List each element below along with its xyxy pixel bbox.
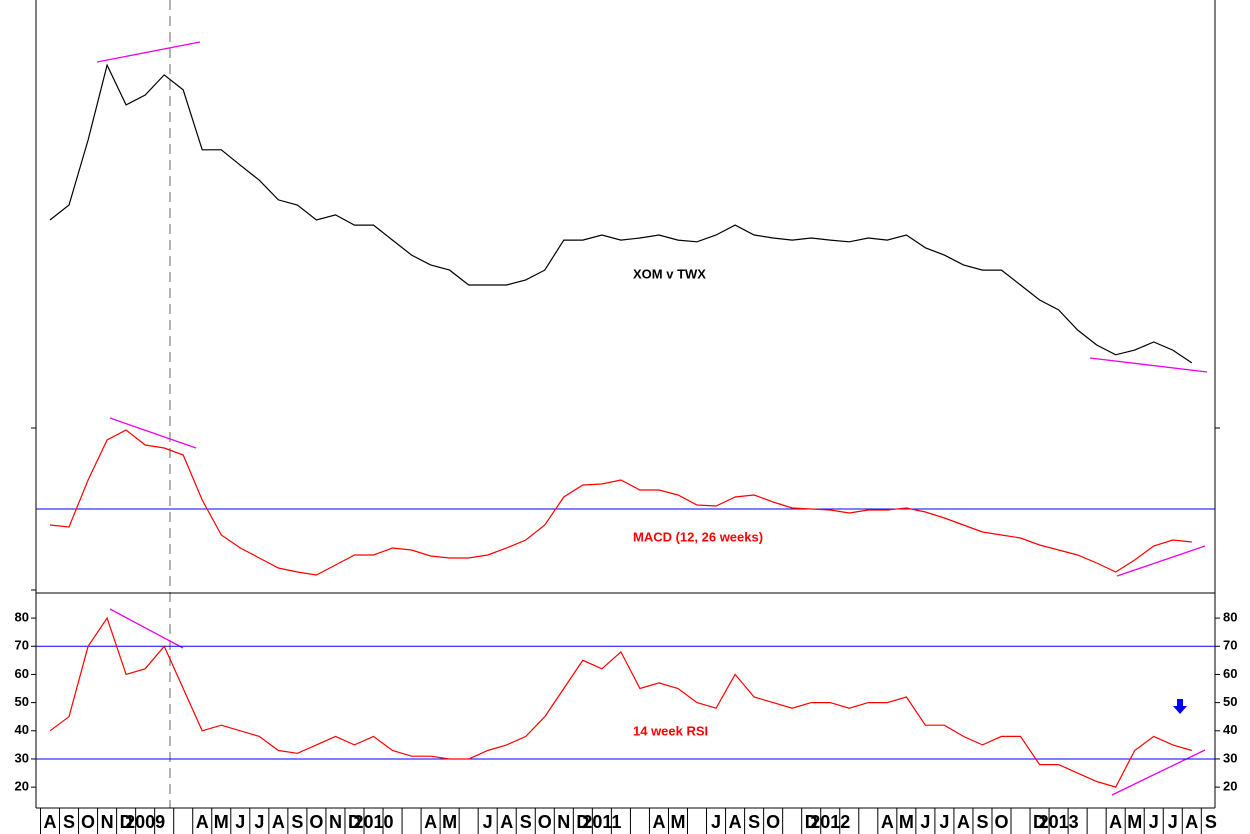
x-tick-label: J xyxy=(1149,812,1159,832)
x-tick-label: N xyxy=(557,812,570,832)
x-tick-label: 2012 xyxy=(810,812,850,832)
x-tick-label: J xyxy=(254,812,264,832)
y-tick-label: 50 xyxy=(15,694,29,709)
x-tick-label: S xyxy=(1205,812,1217,832)
panel-title: XOM v TWX xyxy=(633,266,706,281)
panel-title: MACD (12, 26 weeks) xyxy=(633,529,763,544)
trendlines xyxy=(96,41,1208,796)
y-tick-label: 50 xyxy=(1223,694,1237,709)
y-tick-label: 60 xyxy=(15,666,29,681)
series-line xyxy=(49,63,1193,364)
x-tick-label: A xyxy=(272,812,285,832)
x-tick-label: A xyxy=(1109,812,1122,832)
x-tick-label: O xyxy=(766,812,780,832)
x-tick-label: D xyxy=(1033,812,1046,832)
x-tick-label: A xyxy=(196,812,209,832)
trendline xyxy=(96,41,201,63)
trendline xyxy=(1089,357,1208,373)
x-tick-label: J xyxy=(235,812,245,832)
x-tick-label: O xyxy=(309,812,323,832)
x-tick-label: A xyxy=(729,812,742,832)
panel-title: 14 week RSI xyxy=(633,723,708,738)
x-tick-label: O xyxy=(538,812,552,832)
series-line xyxy=(49,616,1192,788)
x-tick-label: A xyxy=(1185,812,1198,832)
x-tick-label: A xyxy=(424,812,437,832)
y-tick-label: 80 xyxy=(1223,610,1237,625)
x-tick-label: S xyxy=(520,812,532,832)
x-tick-label: O xyxy=(81,812,95,832)
arrow xyxy=(1173,699,1187,714)
x-tick-label: 2013 xyxy=(1039,812,1079,832)
y-tick-label: 40 xyxy=(15,722,29,737)
x-tick-label: M xyxy=(442,812,457,832)
trendline xyxy=(109,608,184,649)
y-tick-label: 80 xyxy=(15,610,29,625)
x-tick-label: S xyxy=(976,812,988,832)
x-tick-label: J xyxy=(483,812,493,832)
y-tick-label: 30 xyxy=(15,750,29,765)
x-tick-label: A xyxy=(881,812,894,832)
x-tick-label: A xyxy=(500,812,513,832)
x-tick-label: A xyxy=(44,812,57,832)
x-tick-label: D xyxy=(576,812,589,832)
x-tick-label: 2009 xyxy=(125,812,165,832)
trendline xyxy=(1111,749,1206,796)
x-tick-label: J xyxy=(711,812,721,832)
x-tick-label: S xyxy=(748,812,760,832)
y-tick-label: 30 xyxy=(1223,750,1237,765)
x-tick-label: M xyxy=(1127,812,1142,832)
series-line xyxy=(49,429,1192,576)
trendline xyxy=(109,417,197,449)
x-tick-label: 2011 xyxy=(582,812,621,832)
y-tick-label: 20 xyxy=(1223,779,1237,794)
x-tick-label: A xyxy=(957,812,970,832)
trendline xyxy=(1116,545,1206,577)
y-tick-label: 70 xyxy=(1223,638,1237,653)
x-tick-label: M xyxy=(214,812,229,832)
y-tick-label: 40 xyxy=(1223,722,1237,737)
x-tick-label: M xyxy=(670,812,685,832)
y-tick-label: 60 xyxy=(1223,666,1237,681)
x-tick-label: A xyxy=(652,812,665,832)
x-tick-label: D xyxy=(348,812,361,832)
x-tick-label: N xyxy=(101,812,114,832)
x-tick-label: J xyxy=(1168,812,1178,832)
x-tick-label: O xyxy=(994,812,1008,832)
x-tick-label: N xyxy=(329,812,342,832)
y-tick-label: 20 xyxy=(15,779,29,794)
x-tick-label: S xyxy=(291,812,303,832)
y-tick-label: 70 xyxy=(15,638,29,653)
x-tick-label: J xyxy=(939,812,949,832)
x-tick-label: S xyxy=(63,812,75,832)
x-tick-label: 2010 xyxy=(353,812,393,832)
x-tick-label: M xyxy=(899,812,914,832)
x-tick-label: D xyxy=(120,812,133,832)
x-tick-label: D xyxy=(805,812,818,832)
x-tick-label: J xyxy=(920,812,930,832)
